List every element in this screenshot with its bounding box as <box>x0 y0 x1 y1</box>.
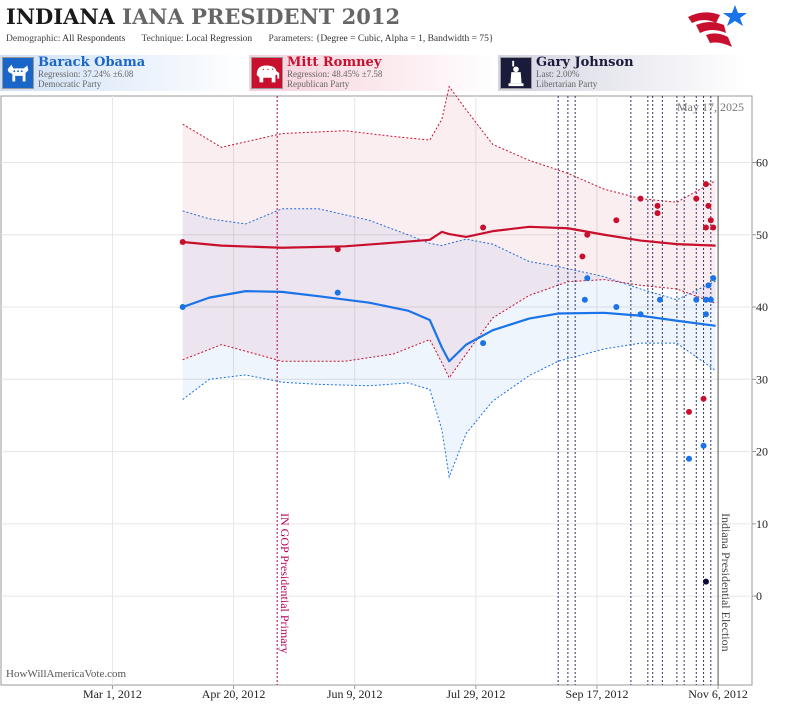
poll-point[interactable] <box>654 202 661 209</box>
candidate-obama[interactable]: Barack Obama Regression: 37.24% ±6.08 De… <box>0 55 246 91</box>
confidence-band <box>182 86 716 378</box>
trend-line <box>182 290 716 363</box>
statue-of-liberty-icon <box>500 57 532 89</box>
parameters-value: {Degree = Cubic, Alpha = 1, Bandwidth = … <box>315 34 494 44</box>
band-lower <box>182 342 716 479</box>
title-race: IANA PRESIDENT 2012 <box>122 4 401 29</box>
chart-date-label: May 17, 2025 <box>677 100 744 114</box>
poll-point[interactable] <box>613 304 620 311</box>
candidate-stat: Regression: 48.45% ±7.58 <box>287 69 383 79</box>
poll-point[interactable] <box>705 202 712 209</box>
poll-point[interactable] <box>707 217 714 224</box>
technique-label: Technique: <box>141 34 184 44</box>
event-label: Indiana Presidential Election <box>719 513 733 652</box>
poll-point[interactable] <box>579 253 586 260</box>
x-tick-label: Apr 20, 2012 <box>202 687 266 701</box>
poll-point[interactable] <box>710 275 717 282</box>
x-tick-label: Jun 9, 2012 <box>327 687 383 701</box>
trend-lines <box>182 225 716 363</box>
chart-header: INDIANA IANA PRESIDENT 2012 Demographic:… <box>0 0 752 50</box>
confidence-bands <box>182 85 716 479</box>
title-state: INDIANA <box>6 4 115 29</box>
elephant-icon <box>251 57 283 89</box>
x-tick-label: Jul 29, 2012 <box>446 687 505 701</box>
demographic-label: Demographic: <box>6 34 61 44</box>
y-tick-label: 0 <box>756 589 762 603</box>
demographic-value: All Respondents <box>62 34 126 44</box>
poll-point[interactable] <box>702 311 709 318</box>
poll-point[interactable] <box>637 195 644 202</box>
source-credit: HowWillAmericaVote.com <box>6 668 127 680</box>
parameters-label: Parameters: <box>268 34 314 44</box>
band-lower <box>182 279 716 379</box>
poll-point[interactable] <box>686 455 693 462</box>
candidate-party: Libertarian Party <box>536 79 598 89</box>
y-tick-label: 30 <box>756 372 768 386</box>
poll-point[interactable] <box>702 296 709 303</box>
poll-point[interactable] <box>707 296 714 303</box>
event-lines: IN GOP Presidential Primary Indiana Presi… <box>276 96 733 685</box>
parameters-line: Demographic: All Respondents Technique: … <box>6 34 493 44</box>
band-upper <box>182 85 716 203</box>
poll-point[interactable] <box>480 340 487 347</box>
poll-point[interactable] <box>584 231 591 238</box>
poll-point[interactable] <box>693 296 700 303</box>
poll-point[interactable] <box>637 311 644 318</box>
poll-point[interactable] <box>581 296 588 303</box>
chart-title: INDIANA IANA PRESIDENT 2012 <box>6 4 400 29</box>
candidate-party: Democratic Party <box>38 79 102 89</box>
poll-point[interactable] <box>702 181 709 188</box>
y-tick-label: 50 <box>756 228 768 242</box>
site-logo-icon[interactable] <box>686 3 750 49</box>
poll-point[interactable] <box>702 578 709 585</box>
poll-point[interactable] <box>334 289 341 296</box>
confidence-band <box>182 208 716 477</box>
poll-point[interactable] <box>334 246 341 253</box>
event-label: IN GOP Presidential Primary <box>278 513 292 654</box>
trend-line <box>182 225 716 249</box>
candidate-party: Republican Party <box>287 79 350 89</box>
y-tick-label: 40 <box>756 300 768 314</box>
candidate-name: Barack Obama <box>38 55 146 70</box>
poll-point[interactable] <box>179 304 186 311</box>
candidate-romney[interactable]: Mitt Romney Regression: 48.45% ±7.58 Rep… <box>249 55 495 91</box>
poll-points <box>179 181 717 585</box>
axis-ticks: 0 10 20 30 40 50 60 Mar 1, 2012 Apr 20, 2012 Jun … <box>83 155 768 701</box>
poll-point[interactable] <box>480 224 487 231</box>
y-tick-label: 20 <box>756 445 768 459</box>
poll-point[interactable] <box>710 224 717 231</box>
x-tick-label: Nov 6, 2012 <box>688 687 748 701</box>
poll-point[interactable] <box>686 408 693 415</box>
poll-point[interactable] <box>656 296 663 303</box>
technique-value: Local Regression <box>185 34 253 44</box>
candidate-name: Mitt Romney <box>287 55 382 70</box>
plot-frame <box>0 95 753 686</box>
x-tick-label: Mar 1, 2012 <box>83 687 142 701</box>
candidate-name: Gary Johnson <box>536 55 634 70</box>
candidate-johnson[interactable]: Gary Johnson Last: 2.00% Libertarian Par… <box>498 55 748 91</box>
candidate-stat: Last: 2.00% <box>536 69 580 79</box>
y-tick-label: 10 <box>756 517 768 531</box>
poll-point[interactable] <box>179 238 186 245</box>
candidate-stat: Regression: 37.24% ±6.08 <box>38 69 134 79</box>
y-tick-label: 60 <box>756 155 768 169</box>
poll-point[interactable] <box>705 282 712 289</box>
donkey-icon <box>2 57 34 89</box>
x-tick-label: Sep 17, 2012 <box>565 687 628 701</box>
poll-point[interactable] <box>702 224 709 231</box>
poll-point[interactable] <box>700 395 707 402</box>
band-upper <box>182 208 716 301</box>
gridlines <box>1 96 752 685</box>
poll-point[interactable] <box>654 210 661 217</box>
poll-point[interactable] <box>613 217 620 224</box>
poll-point[interactable] <box>693 195 700 202</box>
poll-point[interactable] <box>700 442 707 449</box>
poll-point[interactable] <box>584 275 591 282</box>
